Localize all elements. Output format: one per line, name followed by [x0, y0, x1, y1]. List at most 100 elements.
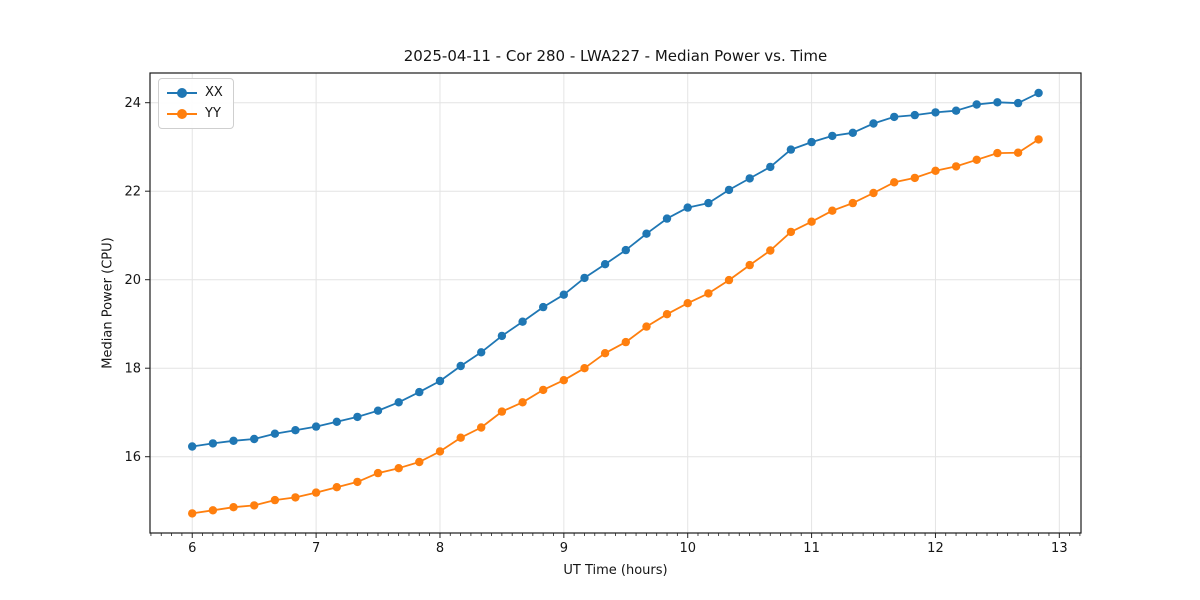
data-point-xx — [910, 110, 919, 120]
data-point-yy — [456, 433, 465, 442]
data-point-xx — [1013, 98, 1023, 108]
data-point-xx — [208, 439, 218, 448]
data-point-yy — [869, 188, 878, 198]
legend-item-yy: YY — [167, 105, 223, 123]
data-point-yy — [993, 148, 1002, 158]
data-point-xx — [456, 361, 465, 371]
x-tick-label: 12 — [927, 541, 944, 556]
data-point-yy — [188, 509, 197, 518]
series-line-xx — [192, 92, 1039, 448]
data-point-yy — [291, 493, 300, 502]
data-point-xx — [291, 426, 300, 435]
y-tick-label: 20 — [124, 273, 141, 288]
data-point-xx — [477, 348, 486, 357]
x-tick-label: 13 — [1051, 541, 1068, 556]
data-point-yy — [332, 483, 341, 492]
data-point-yy — [539, 385, 548, 395]
data-point-yy — [229, 503, 238, 512]
y-axis-label: Median Power (CPU) — [100, 237, 116, 369]
data-point-yy — [807, 217, 816, 226]
data-point-xx — [704, 198, 713, 208]
data-point-xx — [250, 434, 259, 444]
legend-marker-icon — [167, 105, 197, 123]
data-point-yy — [828, 206, 837, 215]
data-point-yy — [311, 488, 321, 497]
data-point-xx — [993, 98, 1002, 107]
data-point-xx — [600, 260, 610, 269]
data-point-xx — [415, 387, 424, 397]
data-point-yy — [1034, 135, 1043, 144]
data-point-xx — [931, 108, 940, 117]
data-point-yy — [373, 468, 383, 478]
data-point-xx — [353, 412, 362, 422]
data-point-xx — [1034, 88, 1043, 98]
data-point-yy — [600, 349, 610, 358]
data-point-yy — [394, 464, 403, 473]
data-point-xx — [621, 245, 630, 255]
data-point-xx — [373, 406, 383, 415]
data-point-yy — [559, 376, 568, 385]
data-point-xx — [539, 302, 548, 312]
data-point-yy — [910, 173, 919, 183]
data-point-yy — [745, 260, 754, 270]
data-point-xx — [662, 214, 672, 223]
data-point-yy — [642, 322, 651, 331]
data-point-yy — [931, 166, 940, 175]
x-tick-label: 10 — [679, 541, 696, 556]
data-point-yy — [951, 162, 961, 171]
data-point-xx — [559, 290, 568, 299]
data-point-yy — [724, 275, 734, 285]
data-point-xx — [332, 417, 341, 426]
data-point-yy — [786, 227, 796, 237]
legend: XX YY — [158, 78, 234, 129]
data-point-yy — [890, 178, 899, 187]
data-point-yy — [848, 198, 857, 208]
x-tick-label: 9 — [560, 541, 568, 556]
data-point-xx — [786, 145, 796, 154]
data-point-yy — [477, 423, 486, 432]
data-point-xx — [766, 162, 775, 172]
data-point-yy — [766, 246, 775, 255]
data-point-xx — [580, 273, 589, 283]
x-tick-label: 11 — [803, 541, 820, 556]
y-tick-label: 22 — [124, 185, 141, 200]
data-point-xx — [951, 106, 961, 115]
data-point-xx — [497, 331, 507, 341]
data-point-xx — [724, 185, 734, 195]
data-point-xx — [642, 229, 651, 238]
data-point-yy — [518, 398, 527, 407]
data-point-xx — [745, 174, 754, 183]
data-point-yy — [435, 447, 445, 456]
data-point-yy — [662, 310, 672, 319]
data-point-yy — [353, 477, 362, 487]
data-point-xx — [229, 436, 238, 445]
data-point-xx — [972, 100, 981, 109]
data-point-yy — [497, 407, 507, 416]
data-point-yy — [972, 155, 981, 164]
legend-item-xx: XX — [167, 84, 223, 102]
data-point-xx — [683, 203, 692, 212]
legend-marker-icon — [167, 84, 197, 102]
data-point-xx — [518, 317, 527, 326]
y-tick-label: 16 — [124, 450, 141, 465]
data-point-yy — [208, 506, 218, 515]
data-point-xx — [848, 128, 857, 137]
x-tick-label: 7 — [312, 541, 320, 556]
data-point-xx — [890, 112, 899, 122]
x-tick-label: 8 — [436, 541, 444, 556]
data-point-xx — [270, 429, 280, 438]
data-point-xx — [188, 442, 197, 451]
data-point-xx — [869, 119, 878, 128]
data-point-xx — [311, 422, 321, 431]
data-point-yy — [250, 501, 259, 510]
y-tick-label: 18 — [124, 362, 141, 377]
data-point-yy — [1013, 148, 1023, 157]
series-line-yy — [192, 138, 1040, 515]
data-point-xx — [435, 376, 445, 386]
data-point-xx — [828, 131, 837, 141]
chart-title: 2025-04-11 - Cor 280 - LWA227 - Median P… — [403, 47, 828, 65]
legend-label: YY — [205, 106, 221, 121]
x-axis-label: UT Time (hours) — [563, 563, 668, 578]
data-point-yy — [683, 299, 692, 308]
